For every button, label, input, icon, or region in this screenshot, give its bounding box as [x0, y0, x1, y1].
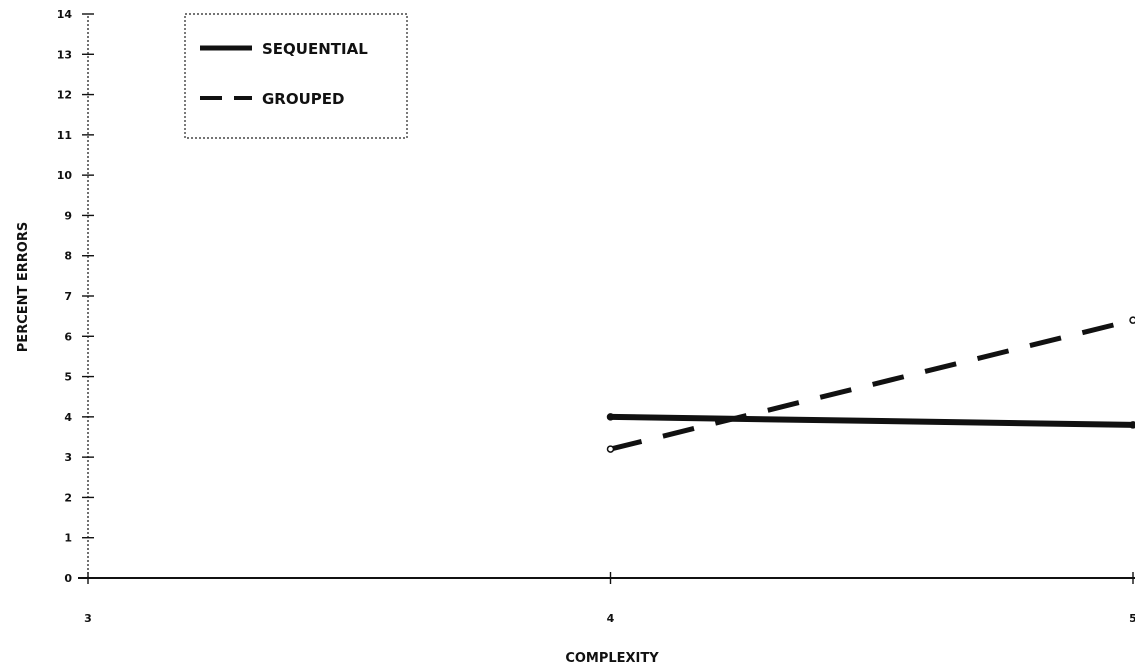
legend-label-grouped: GROUPED: [262, 90, 345, 108]
y-tick-label: 6: [64, 330, 72, 343]
y-tick-label: 3: [64, 451, 72, 464]
y-tick-label: 7: [64, 290, 72, 303]
x-axis-title: COMPLEXITY: [565, 651, 659, 666]
series-line-sequential: [610, 413, 1134, 428]
y-tick-label: 0: [64, 572, 72, 585]
y-tick-label: 5: [64, 371, 72, 384]
data-point-grouped: [1129, 316, 1135, 324]
y-tick-label: 8: [64, 250, 72, 263]
y-tick-label: 2: [64, 491, 72, 504]
data-point-grouped: [606, 445, 615, 453]
series-layer: [606, 316, 1135, 453]
series-line-grouped: [609, 317, 1134, 452]
legend-label-sequential: SEQUENTIAL: [262, 40, 368, 58]
y-tick-label: 10: [57, 169, 73, 182]
y-tick-label: 9: [64, 209, 72, 222]
x-tick-label: 5: [1129, 612, 1135, 625]
x-tick-label: 3: [84, 612, 92, 625]
y-tick-label: 14: [57, 8, 73, 21]
y-axis-title: PERCENT ERRORS: [16, 222, 31, 352]
legend-box: [184, 13, 408, 139]
data-point-sequential: [606, 413, 615, 421]
y-tick-label: 4: [64, 411, 72, 424]
x-tick-label: 4: [607, 612, 615, 625]
y-tick-label: 12: [57, 89, 72, 102]
y-tick-label: 1: [64, 532, 72, 545]
legend: SEQUENTIAL GROUPED: [184, 13, 408, 139]
y-tick-label: 13: [57, 48, 72, 61]
y-tick-label: 11: [57, 129, 72, 142]
data-point-sequential: [1129, 421, 1135, 429]
